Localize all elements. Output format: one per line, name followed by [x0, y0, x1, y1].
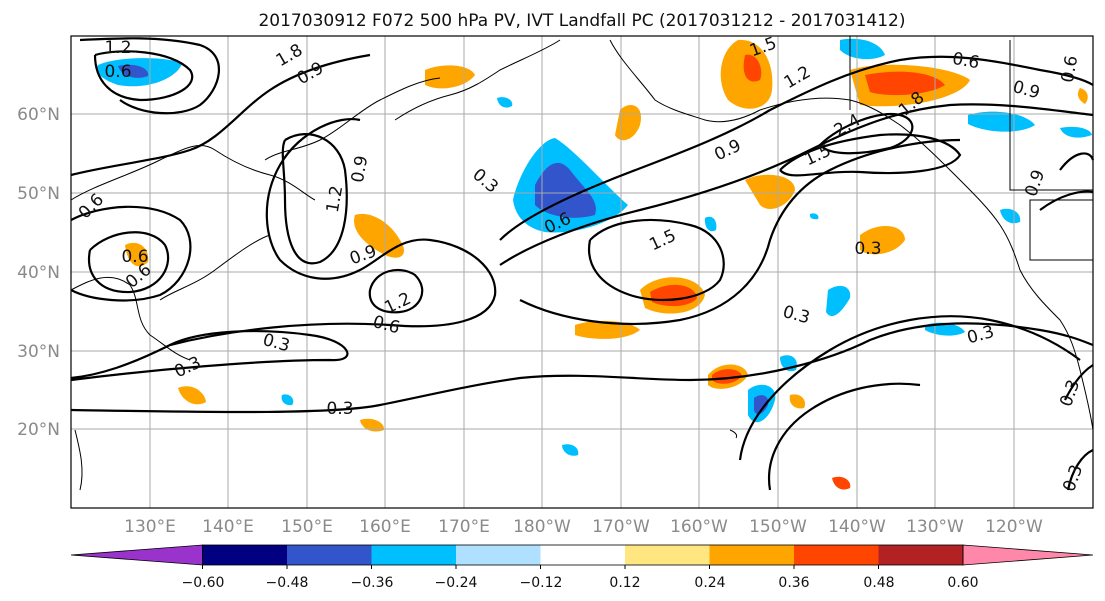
map-panel: 0.6 1.2 1.8 0.9 0.9 0.6 0.6 0.9 1.2 1.5 … [70, 33, 1095, 509]
figure-title: 2017030912 F072 500 hPa PV, IVT Landfall… [258, 11, 905, 31]
longitude-labels: 130°E 140°E 150°E 160°E 170°E 180°W 170°… [124, 517, 1043, 537]
svg-text:150°W: 150°W [749, 517, 807, 537]
svg-text:170°E: 170°E [438, 517, 490, 537]
colorbar-segment [202, 545, 288, 565]
svg-text:0.6: 0.6 [104, 62, 131, 82]
gridlines [71, 36, 1093, 508]
svg-text:1.2: 1.2 [323, 184, 347, 214]
svg-text:0.6: 0.6 [951, 49, 981, 73]
colorbar-segment [456, 545, 541, 565]
colorbar-tick-label: 0.36 [778, 575, 809, 591]
colorbar-ticks [202, 565, 879, 569]
svg-text:0.9: 0.9 [348, 154, 372, 184]
pv-contours [70, 37, 1095, 491]
svg-text:60°N: 60°N [17, 105, 60, 125]
colorbar-segment [371, 545, 457, 565]
colorbar-tick-label: −0.24 [435, 575, 478, 591]
colorbar-extend-min [70, 544, 203, 566]
colorbar-tick-label: −0.36 [351, 575, 394, 591]
svg-text:20°N: 20°N [17, 420, 60, 440]
svg-text:140°W: 140°W [828, 517, 886, 537]
svg-text:180°W: 180°W [513, 517, 571, 537]
colorbar-tick-label: −0.60 [182, 575, 225, 591]
colorbar-tick-label: 0.12 [609, 575, 640, 591]
svg-text:130°W: 130°W [906, 517, 964, 537]
latitude-labels: 60°N 50°N 40°N 30°N 20°N [17, 105, 60, 440]
colorbar-segment [540, 545, 626, 565]
svg-text:0.6: 0.6 [121, 247, 148, 267]
svg-text:130°E: 130°E [124, 517, 176, 537]
colorbar-segment [878, 545, 964, 565]
svg-text:120°W: 120°W [985, 517, 1043, 537]
colorbar-tick-label: −0.12 [520, 575, 563, 591]
colorbar-outline [202, 544, 964, 566]
colorbar-segment [794, 545, 879, 565]
colorbar: −0.60 −0.48 −0.36 −0.24 −0.12 0.12 0.24 … [70, 544, 1094, 591]
svg-text:0.3: 0.3 [854, 239, 881, 259]
svg-text:30°N: 30°N [17, 342, 60, 362]
colorbar-tick-label: 0.60 [947, 575, 978, 591]
svg-text:40°N: 40°N [17, 263, 60, 283]
colorbar-tick-labels: −0.60 −0.48 −0.36 −0.24 −0.12 0.12 0.24 … [182, 575, 979, 591]
colorbar-tick-label: −0.48 [266, 575, 309, 591]
svg-text:0.3: 0.3 [326, 399, 353, 419]
svg-text:160°E: 160°E [359, 517, 411, 537]
coastlines [70, 36, 1094, 491]
colorbar-segment [625, 545, 710, 565]
colorbar-tick-label: 0.24 [694, 575, 725, 591]
colorbar-extend-max [962, 544, 1094, 566]
svg-text:50°N: 50°N [17, 184, 60, 204]
svg-text:1.2: 1.2 [104, 38, 131, 58]
svg-text:0.6: 0.6 [1058, 54, 1082, 84]
colorbar-segments [70, 544, 1094, 566]
colorbar-segment [709, 545, 795, 565]
svg-text:170°W: 170°W [592, 517, 650, 537]
svg-text:150°E: 150°E [281, 517, 333, 537]
svg-text:140°E: 140°E [202, 517, 254, 537]
colorbar-segment [287, 545, 372, 565]
svg-text:160°W: 160°W [670, 517, 728, 537]
colorbar-tick-label: 0.48 [863, 575, 894, 591]
